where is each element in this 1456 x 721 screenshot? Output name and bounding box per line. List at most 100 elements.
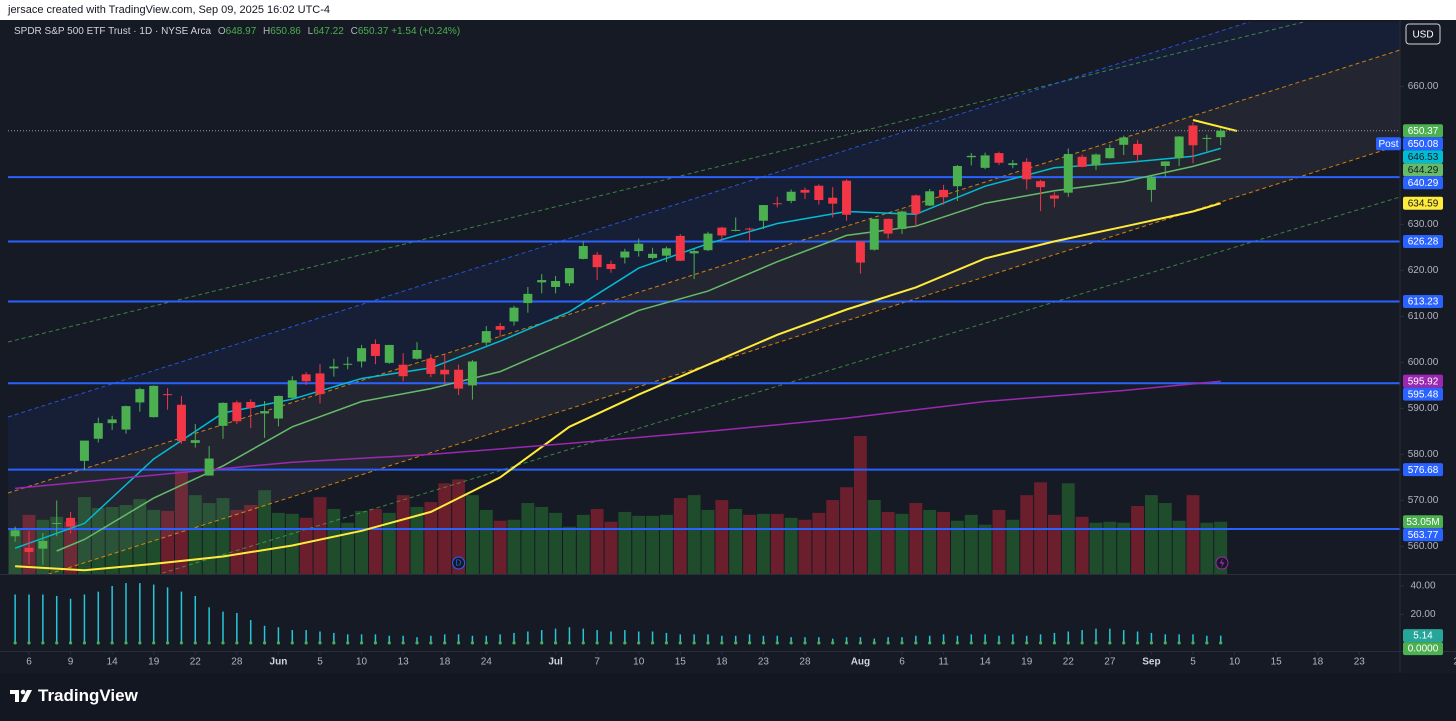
indicator-dot: [373, 641, 378, 645]
candle-body: [1036, 181, 1046, 188]
price-tag: 613.23: [1408, 297, 1439, 308]
ohlc-value: 650.37: [357, 26, 389, 37]
ohlc-value: 650.86: [270, 26, 301, 37]
candle-body: [260, 411, 270, 414]
price-layer: [8, 122, 1400, 572]
candle-body: [731, 229, 741, 231]
volume-bar: [549, 512, 562, 574]
volume-bar: [562, 526, 576, 574]
volume-bar: [1117, 522, 1131, 574]
volume-bar: [424, 502, 438, 574]
candle-body: [675, 235, 685, 261]
price-tag-bg: [1403, 137, 1443, 151]
y-tick-label: 660.00: [1408, 81, 1439, 92]
x-tick-label: 22: [190, 657, 202, 668]
price-tag-bg: [1403, 295, 1443, 309]
volume-bar: [673, 498, 687, 574]
volume-bar: [299, 517, 313, 574]
footer: TradingView: [10, 686, 138, 706]
x-tick-label: 9: [68, 657, 74, 668]
indicator-dot: [401, 641, 405, 645]
x-tick-label: 27: [1104, 657, 1116, 668]
volume-bar: [784, 517, 798, 574]
indicator-dot: [96, 641, 100, 645]
volume-bar: [840, 487, 853, 574]
price-tag: 595.48: [1408, 389, 1439, 400]
candle-body: [1216, 130, 1226, 138]
volume-bar: [590, 508, 604, 574]
candle-body: [343, 363, 353, 365]
volume-bar: [507, 519, 521, 574]
candle-body: [786, 191, 796, 201]
y-tick-label: 560.00: [1408, 541, 1439, 552]
candle-body: [38, 540, 48, 549]
volume-bar: [64, 521, 77, 574]
indicator-dot: [82, 641, 87, 645]
candle-body: [121, 406, 131, 430]
volume-bar: [867, 500, 881, 574]
brand-logo: [10, 689, 32, 702]
indicator-dot: [983, 641, 987, 645]
indicator-dot: [1038, 641, 1043, 645]
volume-bar: [950, 520, 964, 574]
candle-body: [1119, 137, 1129, 145]
indicator-dot: [914, 641, 918, 645]
indicator-dot: [664, 641, 669, 645]
candle-body: [828, 197, 838, 204]
candle-body: [842, 180, 852, 215]
candle-body: [273, 395, 283, 419]
candle-body: [135, 389, 145, 403]
indicator-dot: [193, 641, 197, 645]
y-tick-label: 590.00: [1408, 403, 1439, 414]
price-tag-bg: [1403, 642, 1443, 656]
volume-bar: [1089, 522, 1103, 574]
indicator-dot: [221, 641, 225, 645]
volume-bar: [826, 500, 840, 574]
x-tick-label: 19: [148, 657, 160, 668]
candle-body: [523, 293, 533, 304]
channel-line: [8, 22, 1306, 343]
currency-button[interactable]: [1405, 23, 1441, 45]
candle-body: [440, 369, 450, 375]
candle-body: [107, 419, 117, 424]
x-tick-label: 10: [1229, 657, 1241, 668]
volume-layer: [8, 436, 1228, 574]
indicator-dot: [1163, 641, 1167, 645]
volume-bar: [1047, 514, 1061, 574]
indicator-dot: [678, 641, 682, 645]
indicator-dot: [152, 641, 156, 645]
volume-bar: [452, 479, 465, 574]
x-tick-label: 14: [107, 657, 119, 668]
indicator-dot: [1191, 641, 1195, 645]
indicator-dot: [581, 641, 585, 645]
candle-body: [966, 155, 976, 158]
indicator-dot: [706, 641, 710, 645]
candle-body: [1146, 177, 1156, 190]
candle-body: [481, 331, 491, 343]
price-tag: 646.53: [1408, 152, 1439, 163]
dividend-marker: [452, 556, 466, 570]
candle-body: [1160, 161, 1170, 166]
price-tag: 650.37: [1408, 126, 1439, 137]
ohlc-letter: L: [307, 26, 314, 37]
x-tick-label: 13: [398, 657, 410, 668]
candle-body: [564, 268, 574, 284]
indicator-dot: [110, 641, 114, 645]
price-tag-bg: [1403, 374, 1443, 388]
volume-bar: [1172, 520, 1186, 574]
candle-body: [1174, 136, 1184, 159]
dividend-label: D: [456, 559, 462, 568]
volume-bar: [576, 514, 590, 574]
candle-body: [357, 348, 367, 362]
x-tick-label: 11: [938, 657, 949, 668]
candle-body: [163, 394, 173, 396]
x-tick-label: Sep: [1142, 657, 1160, 668]
currency: USD: [1412, 30, 1433, 41]
candle-body: [980, 155, 990, 168]
indicator-dot: [124, 641, 128, 645]
ohlc-value: 648.97: [225, 26, 257, 37]
indicator-dot: [928, 641, 932, 645]
candle-body: [176, 404, 186, 442]
y-tick-label: 610.00: [1408, 311, 1439, 322]
